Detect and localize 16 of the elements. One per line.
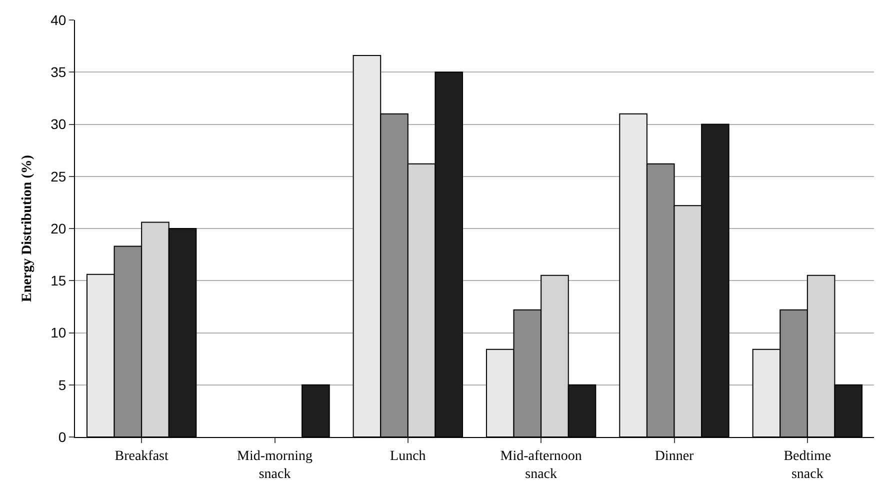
y-tick-label: 10 (50, 324, 66, 341)
y-tick-label: 15 (50, 272, 66, 289)
x-tick-label: Lunch (390, 448, 426, 464)
y-tick-label: 25 (50, 168, 66, 184)
x-tick-label: Mid-afternoon snack (500, 448, 582, 482)
y-tick-label: 30 (50, 116, 66, 132)
y-tick-label: 20 (50, 220, 66, 236)
y-tick-label: 5 (58, 376, 66, 393)
y-tick-label: 0 (58, 428, 66, 445)
y-tick-label: 35 (50, 64, 66, 80)
x-tick-label: Bedtime snack (784, 448, 832, 482)
x-tick-label: Mid-morning snack (237, 448, 312, 482)
x-tick-label: Breakfast (114, 448, 169, 464)
x-tick-label: Dinner (654, 448, 694, 464)
y-axis-title: Energy Distribution (%) (20, 154, 36, 302)
y-tick-label: 40 (50, 12, 66, 28)
